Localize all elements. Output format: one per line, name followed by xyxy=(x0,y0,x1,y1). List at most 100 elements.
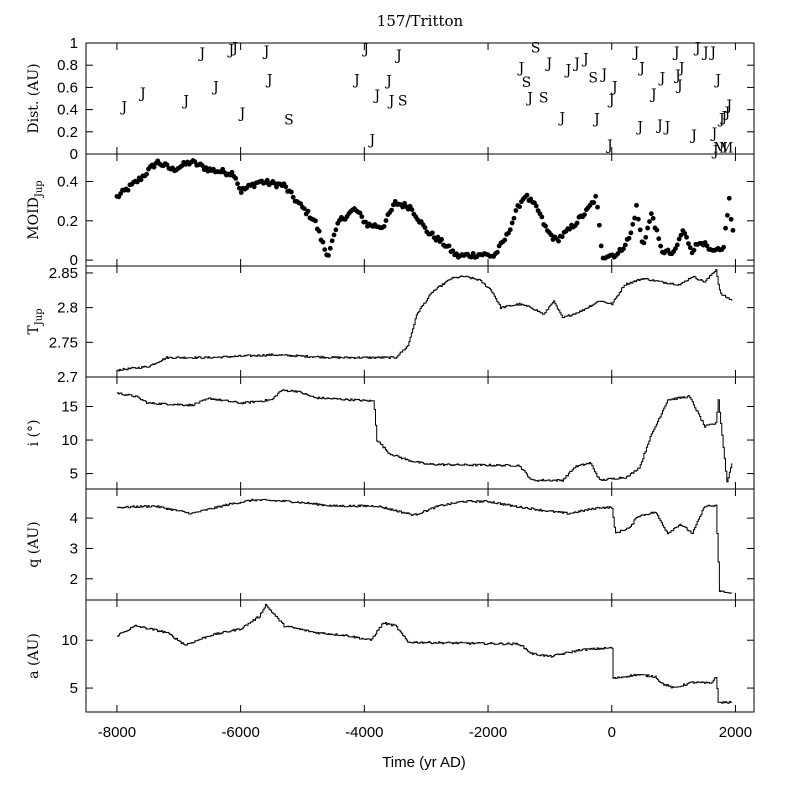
moid-point xyxy=(511,215,517,221)
encounter-marker: J xyxy=(564,63,572,79)
encounter-marker: J xyxy=(544,56,552,72)
moid-point xyxy=(326,252,331,258)
moid-point xyxy=(654,227,660,233)
y-tick-label: 2.85 xyxy=(49,265,78,282)
moid-point xyxy=(643,234,649,240)
y-tick-label: 0.2 xyxy=(57,124,78,141)
moid-point xyxy=(513,208,519,213)
moid-point xyxy=(591,200,597,205)
moid-point xyxy=(383,218,389,223)
encounter-marker: J xyxy=(713,73,721,89)
moid-point xyxy=(264,177,270,183)
y-tick-label: 0.8 xyxy=(57,57,78,74)
moid-point xyxy=(283,184,289,190)
moid-point xyxy=(290,194,296,200)
moid-point xyxy=(559,234,565,240)
moid-point xyxy=(359,214,365,220)
encounter-marker: J xyxy=(605,138,613,154)
moid-point xyxy=(357,210,363,216)
panel-frame xyxy=(85,265,755,378)
y-tick-label: 15 xyxy=(61,399,78,416)
encounter-marker: J xyxy=(672,45,680,61)
y-axis-label-peri: q (AU) xyxy=(26,521,42,567)
encounter-marker: J xyxy=(663,119,671,135)
moid-point xyxy=(726,195,732,201)
moid-point xyxy=(665,247,671,253)
moid-point xyxy=(650,215,656,221)
encounter-marker: S xyxy=(522,75,532,91)
encounter-marker: S xyxy=(284,113,294,129)
moid-point xyxy=(288,189,294,195)
moid-point xyxy=(622,242,628,248)
encounter-marker: J xyxy=(394,48,402,64)
moid-point xyxy=(298,201,304,207)
moid-point xyxy=(728,216,734,222)
moid-point xyxy=(305,208,311,214)
moid-point xyxy=(725,212,730,218)
encounter-marker: J xyxy=(384,74,392,90)
y-tick-label: 0 xyxy=(70,146,78,163)
y-axis-label-incl: i (°) xyxy=(26,420,42,447)
encounter-marker: J xyxy=(635,119,643,135)
y-tick-label: 10 xyxy=(61,432,78,449)
moid-point xyxy=(641,240,647,246)
encounter-marker: J xyxy=(724,98,732,114)
encounter-marker: J xyxy=(689,128,697,144)
moid-point xyxy=(539,214,545,220)
encounter-marker: J xyxy=(517,60,525,76)
moid-point xyxy=(673,246,678,251)
moid-point xyxy=(316,228,322,234)
encounter-marker: S xyxy=(588,70,598,86)
series-line-peri xyxy=(116,498,733,594)
moid-point xyxy=(645,225,651,231)
encounter-marker: J xyxy=(211,79,219,95)
moid-point xyxy=(446,243,452,249)
chart-title: 157/Tritton xyxy=(377,12,464,30)
x-tick-label: -6000 xyxy=(221,724,259,741)
y-tick-label: 2.75 xyxy=(49,334,78,351)
panel-semi: 5 10 a (AU) xyxy=(26,599,755,713)
encounter-marker: J xyxy=(525,90,533,106)
moid-point xyxy=(301,206,307,211)
moid-point xyxy=(721,244,727,250)
panel-frame xyxy=(85,153,755,267)
moid-point xyxy=(251,184,257,190)
encounter-marker: J xyxy=(373,88,381,104)
moid-point xyxy=(203,165,209,171)
moid-point xyxy=(678,232,684,238)
moid-point xyxy=(229,169,235,175)
moid-point xyxy=(389,207,394,213)
moid-point xyxy=(635,216,641,222)
encounter-marker: J xyxy=(717,111,725,127)
encounter-marker: J xyxy=(710,126,718,142)
encounter-marker: J xyxy=(723,105,731,121)
moid-point xyxy=(533,203,539,209)
moid-point xyxy=(684,234,689,240)
x-tick-label: 2000 xyxy=(719,724,752,741)
moid-point xyxy=(138,177,144,183)
y-tick-label: 4 xyxy=(70,510,78,527)
encounter-marker: J xyxy=(368,133,376,149)
moid-point xyxy=(517,204,522,210)
moid-point xyxy=(632,215,638,221)
y-tick-label: 2 xyxy=(70,571,78,588)
encounter-marker: J xyxy=(120,99,128,115)
encounter-marker: J xyxy=(262,44,270,60)
encounter-marker: M xyxy=(719,140,733,156)
moid-point xyxy=(363,219,368,225)
y-tick-label: 0.6 xyxy=(57,79,78,96)
y-axis-label-semi: a (AU) xyxy=(26,633,42,679)
moid-point xyxy=(574,220,580,226)
encounter-marker: S xyxy=(531,40,541,56)
encounter-marker: J xyxy=(592,111,600,127)
moid-point xyxy=(272,180,278,186)
moid-point xyxy=(333,227,339,233)
moid-point xyxy=(327,245,333,251)
series-line-semi xyxy=(116,603,733,704)
y-axis-label-tjup: TJup xyxy=(26,308,45,334)
moid-point xyxy=(199,163,205,168)
moid-point xyxy=(548,232,554,238)
y-tick-label: 2.7 xyxy=(57,369,78,386)
